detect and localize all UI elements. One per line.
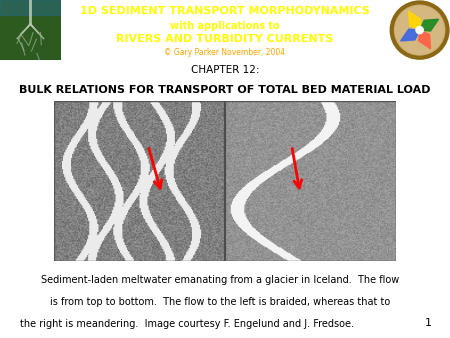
Polygon shape bbox=[418, 30, 431, 49]
Text: CHAPTER 12:: CHAPTER 12: bbox=[191, 66, 259, 75]
Text: 1D SEDIMENT TRANSPORT MORPHODYNAMICS: 1D SEDIMENT TRANSPORT MORPHODYNAMICS bbox=[80, 6, 370, 16]
Circle shape bbox=[416, 26, 423, 34]
Polygon shape bbox=[419, 19, 439, 31]
Text: the right is meandering.  Image courtesy F. Engelund and J. Fredsoe.: the right is meandering. Image courtesy … bbox=[20, 319, 354, 329]
Text: Sediment-laden meltwater emanating from a glacier in Iceland.  The flow: Sediment-laden meltwater emanating from … bbox=[41, 274, 400, 285]
Polygon shape bbox=[400, 29, 419, 41]
Text: with applications to: with applications to bbox=[170, 21, 280, 31]
Text: RIVERS AND TURBIDITY CURRENTS: RIVERS AND TURBIDITY CURRENTS bbox=[116, 34, 334, 44]
Text: © Gary Parker November, 2004: © Gary Parker November, 2004 bbox=[164, 48, 286, 57]
Text: is from top to bottom.  The flow to the left is braided, whereas that to: is from top to bottom. The flow to the l… bbox=[50, 297, 391, 307]
Circle shape bbox=[392, 2, 448, 58]
Circle shape bbox=[395, 6, 444, 54]
Bar bbox=[0, 0, 61, 15]
Polygon shape bbox=[409, 11, 421, 30]
Text: BULK RELATIONS FOR TRANSPORT OF TOTAL BED MATERIAL LOAD: BULK RELATIONS FOR TRANSPORT OF TOTAL BE… bbox=[19, 85, 431, 95]
Text: 1: 1 bbox=[425, 318, 432, 328]
